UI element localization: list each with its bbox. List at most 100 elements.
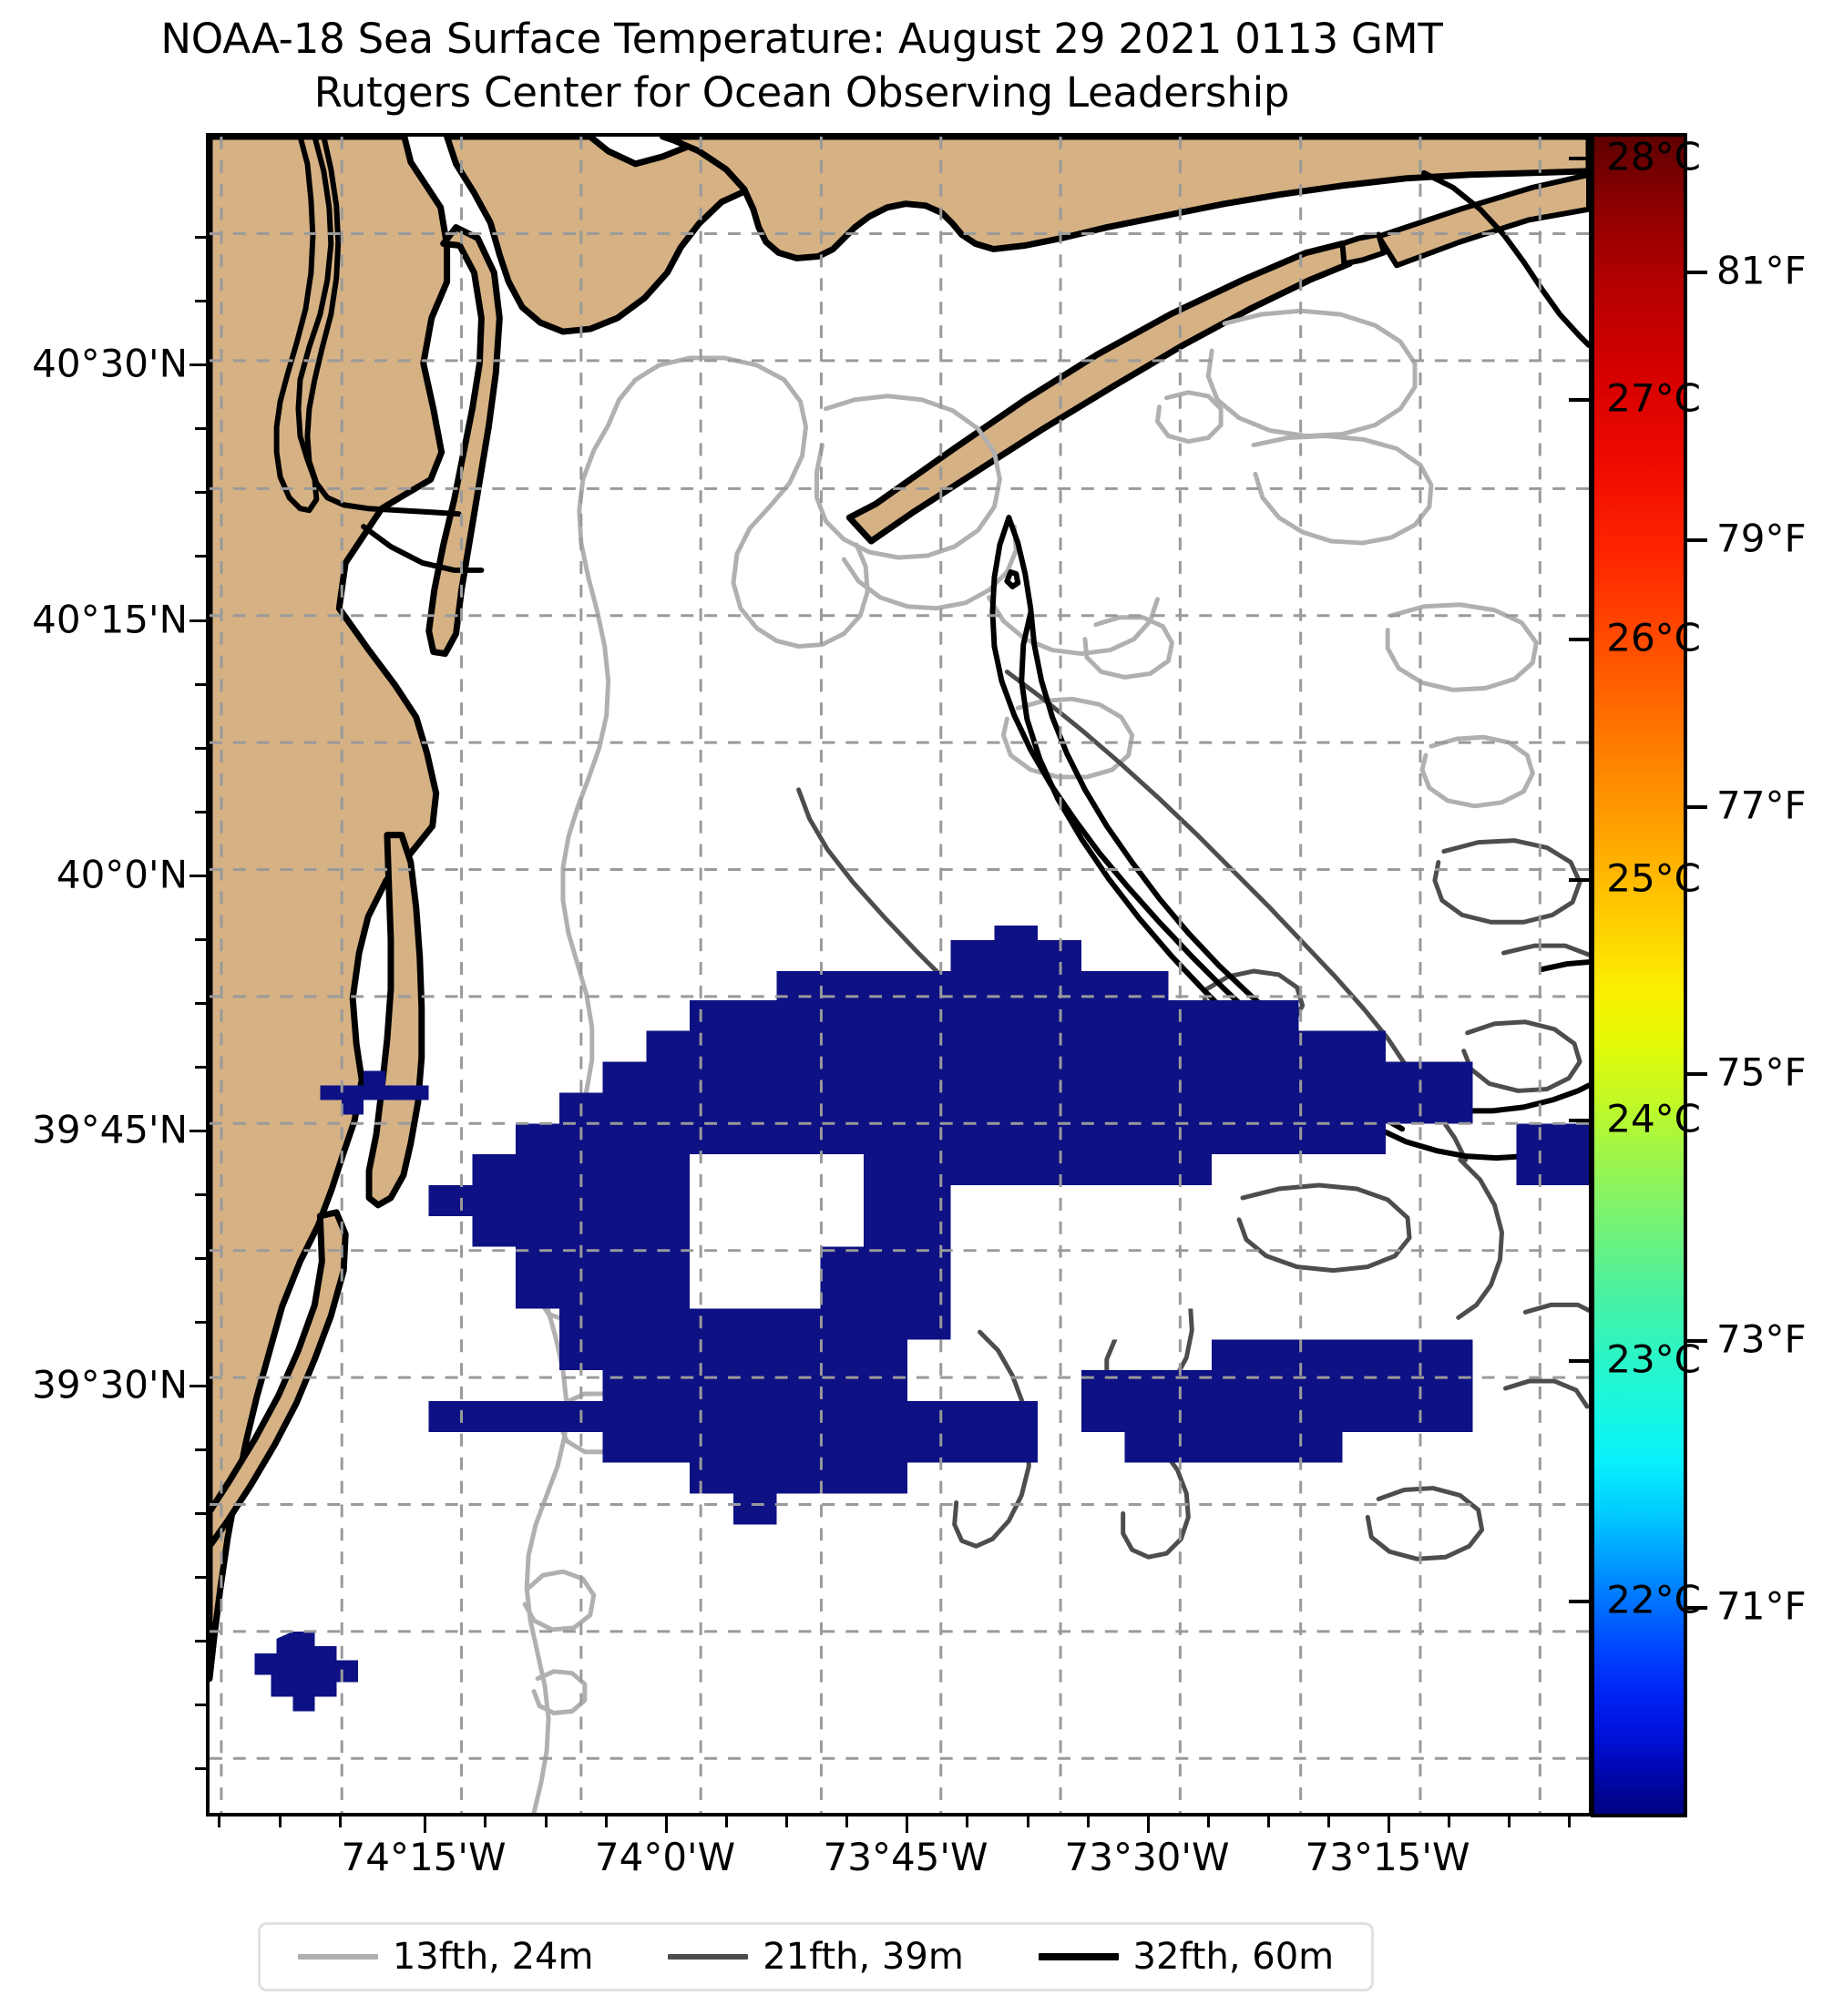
landmass-layer [210,137,1589,1683]
x-tick-major [665,1816,668,1833]
colorbar-tick-celsius [1569,398,1589,402]
map-vector-layer [210,137,1589,1813]
x-tick-major [1388,1816,1390,1833]
x-tick-label: 74°0'W [594,1835,736,1879]
x-tick-minor [1207,1816,1210,1827]
colorbar-tick-celsius [1569,638,1589,641]
legend-line-swatch-13fth [297,1954,378,1960]
colorbar-label-celsius: 28°C [1606,134,1701,179]
eastern-long-island-strip [1376,171,1589,269]
x-tick-major [1147,1816,1150,1833]
x-tick-minor [725,1816,728,1827]
sst-patch-isolated-south [254,1631,359,1712]
y-tick-minor [195,555,206,558]
rockaway-peninsula [845,240,1353,545]
x-tick-minor [1568,1816,1571,1827]
y-tick-minor [195,300,206,302]
x-tick-minor [339,1816,342,1827]
y-tick-minor [195,1448,206,1451]
x-tick-minor [1267,1816,1270,1827]
colorbar-label-celsius: 24°C [1606,1096,1701,1141]
colorbar-label-fahrenheit: 73°F [1716,1316,1807,1362]
sandy-hook-peninsula [425,224,503,658]
colorbar-label-fahrenheit: 81°F [1716,248,1807,293]
colorbar-label-celsius: 25°C [1606,855,1701,901]
y-tick-major [189,363,206,366]
sst-data-layer [254,926,1589,1712]
legend-item-13fth[interactable]: 13fth, 24m [297,1936,593,1978]
legend-line-swatch-32fth [1038,1953,1119,1960]
colorbar-label-fahrenheit: 75°F [1716,1049,1807,1095]
sst-patch-south-band [428,1400,1039,1494]
x-tick-minor [1087,1816,1090,1827]
gridline-layer [210,137,1589,1813]
legend-label-32fth: 32fth, 60m [1132,1936,1335,1978]
y-tick-minor [195,1193,206,1196]
y-tick-major [189,875,206,877]
long-island-mainland [659,137,1589,261]
y-tick-minor [195,811,206,814]
x-tick-minor [1027,1816,1029,1827]
x-tick-minor [1448,1816,1450,1827]
x-tick-label: 74°15'W [341,1835,507,1879]
new-jersey-mainland [210,137,451,1683]
y-tick-minor [195,683,206,686]
y-tick-label: 39°45'N [32,1107,188,1152]
sst-patch-lower-right [1080,1339,1473,1463]
y-tick-label: 40°0'N [56,852,188,897]
colorbar-tick-fahrenheit [1687,1606,1707,1610]
x-tick-label: 73°45'W [823,1835,988,1879]
legend-item-32fth[interactable]: 32fth, 60m [1038,1936,1335,1978]
y-tick-minor [195,1640,206,1642]
x-tick-minor [1327,1816,1330,1827]
x-tick-minor [785,1816,788,1827]
temperature-colorbar[interactable] [1569,133,1707,1817]
y-tick-minor [195,1257,206,1260]
colorbar-tick-fahrenheit [1687,805,1707,809]
colorbar-tick-celsius [1569,878,1589,882]
y-tick-major [189,619,206,622]
title-line-1: NOAA-18 Sea Surface Temperature: August … [160,15,1443,63]
colorbar-label-celsius: 22°C [1606,1577,1701,1622]
colorbar-tick-fahrenheit [1687,538,1707,542]
barrier-island-south [210,1209,349,1550]
x-tick-minor [966,1816,968,1827]
colorbar-label-fahrenheit: 79°F [1716,516,1807,561]
sst-map-axes[interactable] [206,133,1593,1816]
y-tick-minor [195,747,206,750]
y-tick-label: 39°30'N [32,1362,188,1407]
colorbar-label-fahrenheit: 71°F [1716,1583,1807,1629]
map-canvas [210,137,1589,1813]
colorbar-tick-celsius [1569,1119,1589,1122]
y-tick-minor [195,1704,206,1706]
title-line-2: Rutgers Center for Ocean Observing Leade… [313,67,1290,117]
x-tick-minor [1508,1816,1511,1827]
sst-patch-right-sliver [1516,1123,1589,1185]
y-tick-minor [195,1321,206,1324]
y-tick-label: 40°15'N [32,597,188,642]
x-tick-minor [545,1816,548,1827]
harbor-coastline-detail [273,137,485,573]
colorbar-tick-fahrenheit [1687,1072,1707,1076]
colorbar-gradient-strip [1591,133,1687,1817]
x-tick-label: 73°30'W [1064,1835,1230,1879]
bathymetry-legend[interactable]: 13fth, 24m 21fth, 39m 32fth, 60m [258,1922,1374,1991]
y-tick-minor [195,427,206,430]
colorbar-tick-celsius [1569,1600,1589,1603]
legend-label-21fth: 21fth, 39m [763,1936,964,1978]
y-tick-minor [195,236,206,239]
legend-item-21fth[interactable]: 21fth, 39m [668,1936,964,1978]
x-tick-minor [845,1816,848,1827]
y-tick-minor [195,1066,206,1069]
legend-line-swatch-21fth [668,1954,749,1960]
colorbar-label-celsius: 26°C [1606,615,1701,660]
colorbar-tick-fahrenheit [1687,271,1707,274]
colorbar-label-celsius: 23°C [1606,1336,1701,1382]
y-tick-major [189,1130,206,1132]
x-tick-major [906,1816,908,1833]
sst-patch-barrier-east [320,1070,429,1115]
sst-patch-hole-2 [950,1184,1213,1340]
colorbar-tick-celsius [1569,1359,1589,1363]
breezy-point-tongue [1339,231,1388,267]
y-tick-minor [195,1767,206,1770]
